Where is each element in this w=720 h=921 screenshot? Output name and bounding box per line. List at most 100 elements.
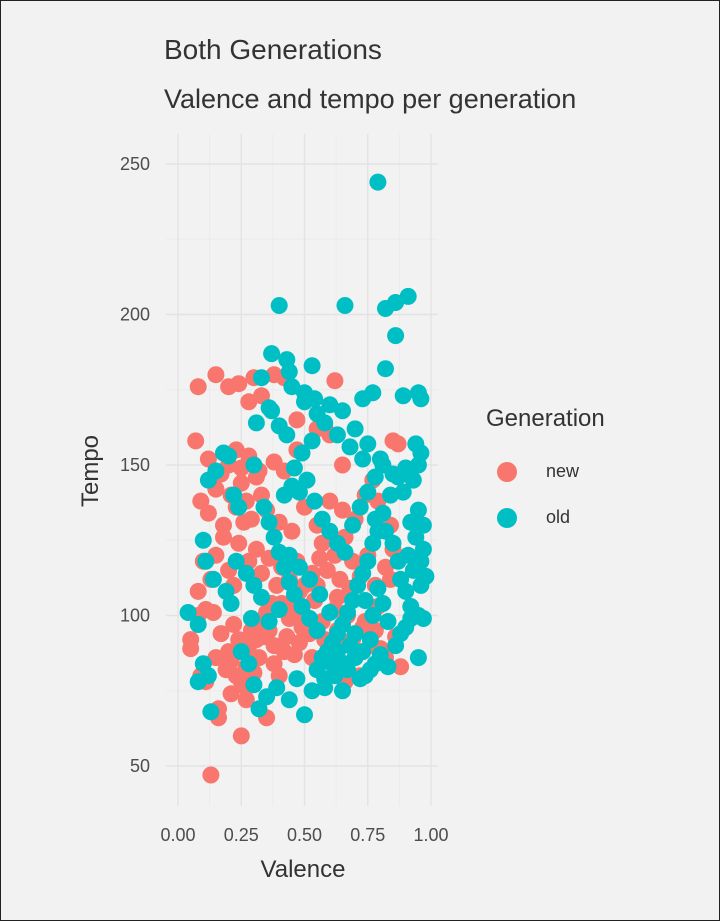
data-point-old [303,357,321,375]
data-point-old [409,501,427,519]
legend-item-old: old [497,507,570,528]
data-point-new [225,616,243,633]
data-point-new [207,366,225,384]
data-point-new [288,411,306,429]
x-tick-label: 0.00 [160,825,195,845]
x-tick-label: 0.25 [224,825,259,845]
x-tick-label: 0.50 [287,825,322,845]
data-point-old [230,498,248,516]
data-point-new [230,375,248,393]
data-point-old [414,516,432,534]
data-point-old [245,456,263,474]
data-point-old [336,543,354,561]
data-point-old [227,552,245,570]
data-point-old [197,552,215,570]
data-point-old [255,498,273,516]
data-point-old [301,570,319,588]
data-point-old [293,444,311,462]
data-point-old [265,528,283,546]
data-point-old [364,607,382,624]
data-point-old [313,649,331,667]
data-point-old [311,585,329,603]
data-point-old [308,405,326,423]
data-point-new [311,549,329,567]
data-point-new [207,649,225,667]
data-point-old [240,655,258,673]
x-tick-label: 1.00 [413,825,448,845]
data-point-old [346,420,364,438]
data-point-old [321,522,339,540]
legend-label-new: new [546,461,580,481]
data-point-new [313,534,331,552]
legend-key-new [497,461,517,482]
data-point-old [379,658,397,676]
data-point-old [394,387,412,405]
data-point-new [202,766,220,784]
data-point-old [384,465,402,483]
data-point-new [247,540,265,558]
data-point-new [204,604,222,621]
data-point-old [399,287,417,305]
data-point-new [328,588,346,606]
data-point-new [389,435,407,453]
data-point-new [326,372,344,390]
y-tick-label: 250 [120,154,150,174]
data-point-old [298,471,316,489]
data-point-old [351,498,369,516]
data-point-new [334,456,351,474]
data-point-old [280,363,298,381]
data-point-old [263,402,281,420]
data-point-old [260,513,278,531]
y-tick-label: 200 [120,305,150,325]
data-point-old [270,601,288,618]
data-point-new [215,516,232,534]
x-tick-label: 0.75 [350,825,385,845]
data-point-old [280,546,298,564]
data-point-old [199,471,217,489]
data-point-old [290,558,308,576]
data-point-old [371,450,389,468]
data-point-new [318,561,336,579]
data-point-old [359,483,377,501]
data-point-new [392,658,410,676]
data-point-old [409,649,427,667]
data-point-old [326,667,344,685]
data-point-new [334,501,351,519]
data-point-old [270,417,288,435]
y-tick-label: 50 [130,756,150,776]
data-point-new [215,528,232,546]
data-point-new [240,393,258,411]
data-point-old [344,516,362,534]
data-point-old [189,673,207,691]
y-tick-label: 100 [120,606,150,626]
data-point-old [374,595,392,612]
data-point-old [414,610,432,627]
data-point-old [417,567,435,585]
data-point-old [270,297,288,314]
data-point-old [389,552,407,570]
data-point-old [189,616,207,633]
data-point-old [364,534,382,552]
data-point-new [230,534,248,552]
data-point-old [364,384,382,402]
x-axis-title: Valence [261,856,346,883]
data-point-new [255,628,273,646]
data-point-new [222,685,240,703]
legend-key-old [497,507,517,528]
data-point-new [212,625,230,643]
data-point-old [237,564,255,582]
data-point-old [392,570,410,588]
data-point-old [377,360,394,378]
data-point-old [242,610,260,627]
data-point-old [356,592,374,609]
data-point-old [359,435,377,453]
data-point-old [371,646,389,664]
data-point-old [407,435,425,453]
data-point-old [412,390,430,408]
data-point-old [202,703,220,721]
data-point-new [242,510,260,528]
data-point-old [296,706,313,724]
data-point-new [199,504,217,522]
